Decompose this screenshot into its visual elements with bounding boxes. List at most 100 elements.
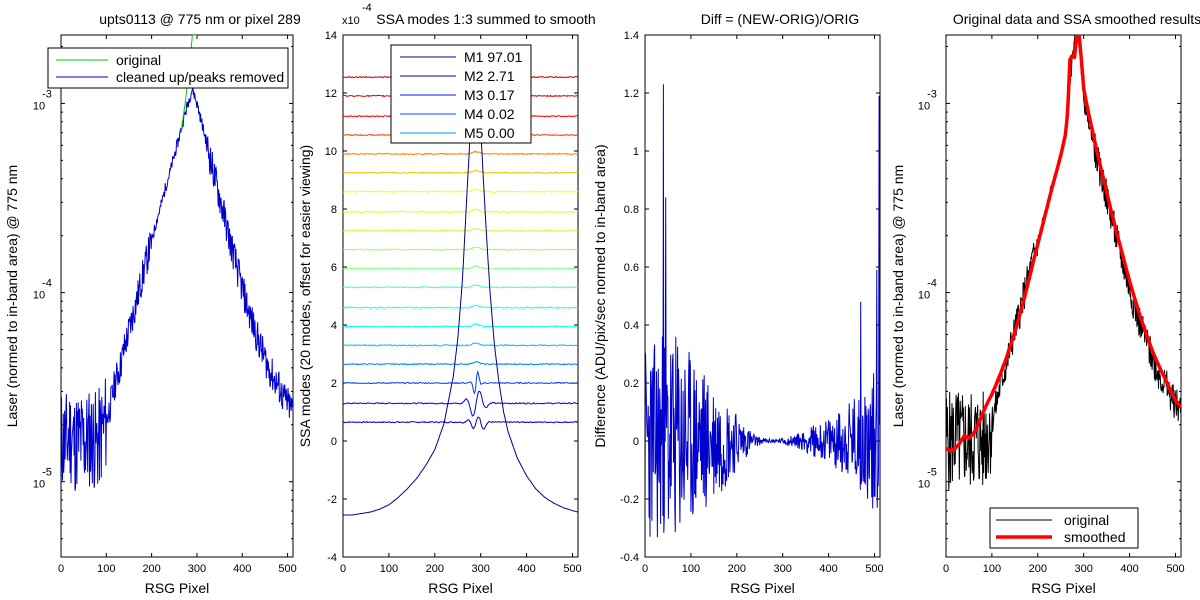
y-tick-label: 1.4 [624, 30, 639, 42]
x-tick-label: 200 [426, 563, 444, 575]
legend-label: cleaned up/peaks removed [116, 69, 284, 85]
x-tick-label: 0 [340, 563, 346, 575]
x-tick-label: 500 [563, 563, 581, 575]
y-tick-label: 14 [325, 30, 337, 42]
y-tick-label: -4 [327, 552, 337, 564]
mode-line [343, 416, 578, 430]
y-tick-label-base: 10 [918, 100, 930, 112]
y-tick-label-exp: -4 [42, 278, 52, 290]
legend-label: original [1064, 512, 1109, 528]
y-tick-label-base: 10 [918, 290, 930, 302]
y-tick-label-exp: -5 [42, 467, 52, 479]
mode-line [343, 208, 578, 214]
legend-box [47, 47, 289, 89]
legend: M1 97.01 M2 2.71 M3 0.17 M4 0.02 M5 0.00 [390, 44, 532, 144]
mode-line [343, 265, 578, 270]
y-tick-label-exp: -3 [42, 88, 52, 100]
x-axis-label: RSG Pixel [730, 580, 795, 596]
y-tick-label: 2 [331, 378, 337, 390]
y-axis-label: SSA modes (20 modes, offset for easier v… [297, 145, 313, 447]
x-tick-label: 300 [188, 563, 206, 575]
y-tick-label: 0.4 [624, 320, 639, 332]
series-line-cleaned [61, 85, 293, 491]
y-tick-label: 0.6 [624, 262, 639, 274]
mode-line [343, 361, 578, 366]
plot-area-1 [343, 74, 578, 516]
diff-line [645, 84, 880, 538]
x-tick-label: 300 [472, 563, 490, 575]
y-tick-label: 4 [331, 320, 337, 332]
legend-box [390, 44, 532, 144]
x-tick-label: 300 [1075, 563, 1093, 575]
y-tick-label-base: 10 [33, 290, 45, 302]
legend-label: original [116, 52, 161, 68]
plot-area-3 [946, 35, 1181, 492]
y-tick-label: 0.8 [624, 204, 639, 216]
mode-line [343, 170, 578, 175]
mode-line [343, 323, 578, 328]
legend-label: M3 0.17 [464, 87, 515, 103]
x-tick-label: 400 [1120, 563, 1138, 575]
x-tick-label: 100 [97, 563, 115, 575]
y-axis-label: Difference (ADU/pix/sec normed to in-ban… [592, 144, 608, 447]
y-tick-label: 10 [325, 146, 337, 158]
mode-line [343, 342, 578, 347]
mode-line [343, 188, 578, 193]
legend-label: M1 97.01 [464, 49, 523, 65]
legend-label: M5 0.00 [464, 125, 515, 141]
series-line-smoothed [946, 35, 1181, 453]
x-tick-label: 100 [380, 563, 398, 575]
y-tick-label: -0.4 [620, 552, 639, 564]
axes-frame [60, 34, 294, 558]
exponent-label-exp: -4 [362, 2, 372, 14]
y-tick-label-exp: -3 [927, 88, 937, 100]
x-tick-label: 200 [728, 563, 746, 575]
x-tick-label: 0 [58, 563, 64, 575]
mode1-line [343, 78, 578, 516]
y-tick-label-base: 10 [918, 479, 930, 491]
chart-title: Diff = (NEW-ORIG)/ORIG [701, 11, 860, 27]
y-axis-label: Laser (normed to in-band area) @ 775 nm [890, 165, 906, 427]
x-tick-label: 400 [819, 563, 837, 575]
legend-label: smoothed [1064, 529, 1125, 545]
y-tick-label: 6 [331, 262, 337, 274]
x-tick-label: 300 [774, 563, 792, 575]
y-tick-label: -0.2 [620, 494, 639, 506]
y-axis-label: Laser (normed to in-band area) @ 775 nm [4, 165, 20, 427]
y-tick-label: 0 [331, 436, 337, 448]
x-axis-label: RSG Pixel [145, 580, 210, 596]
x-tick-label: 400 [517, 563, 535, 575]
mode-line [343, 369, 578, 395]
x-axis-label: RSG Pixel [428, 580, 493, 596]
x-axis-label: RSG Pixel [1031, 580, 1096, 596]
y-tick-label-base: 10 [33, 479, 45, 491]
mode-line [343, 150, 578, 156]
y-tick-label: 8 [331, 204, 337, 216]
x-tick-label: 0 [642, 563, 648, 575]
mode-line [343, 390, 578, 417]
chart-title: Original data and SSA smoothed results [953, 11, 1200, 27]
axes-frame [945, 34, 1182, 558]
plot-area-2 [645, 84, 880, 538]
x-tick-label: 100 [682, 563, 700, 575]
chart-title: SSA modes 1:3 summed to smooth [376, 11, 595, 27]
x-tick-label: 500 [278, 563, 296, 575]
legend-label: M2 2.71 [464, 68, 515, 84]
y-tick-label: 12 [325, 88, 337, 100]
x-tick-label: 400 [233, 563, 251, 575]
mode-line [343, 227, 578, 233]
y-tick-label-exp: -4 [927, 278, 937, 290]
legend-box [989, 507, 1139, 549]
x-tick-label: 0 [943, 563, 949, 575]
y-tick-label-exp: -5 [927, 467, 937, 479]
x-tick-label: 200 [1029, 563, 1047, 575]
y-tick-label: 1.2 [624, 88, 639, 100]
y-tick-label: 0 [633, 436, 639, 448]
x-tick-label: 100 [983, 563, 1001, 575]
x-tick-label: 500 [865, 563, 883, 575]
y-tick-label: -2 [327, 494, 337, 506]
legend-label: M4 0.02 [464, 106, 515, 122]
